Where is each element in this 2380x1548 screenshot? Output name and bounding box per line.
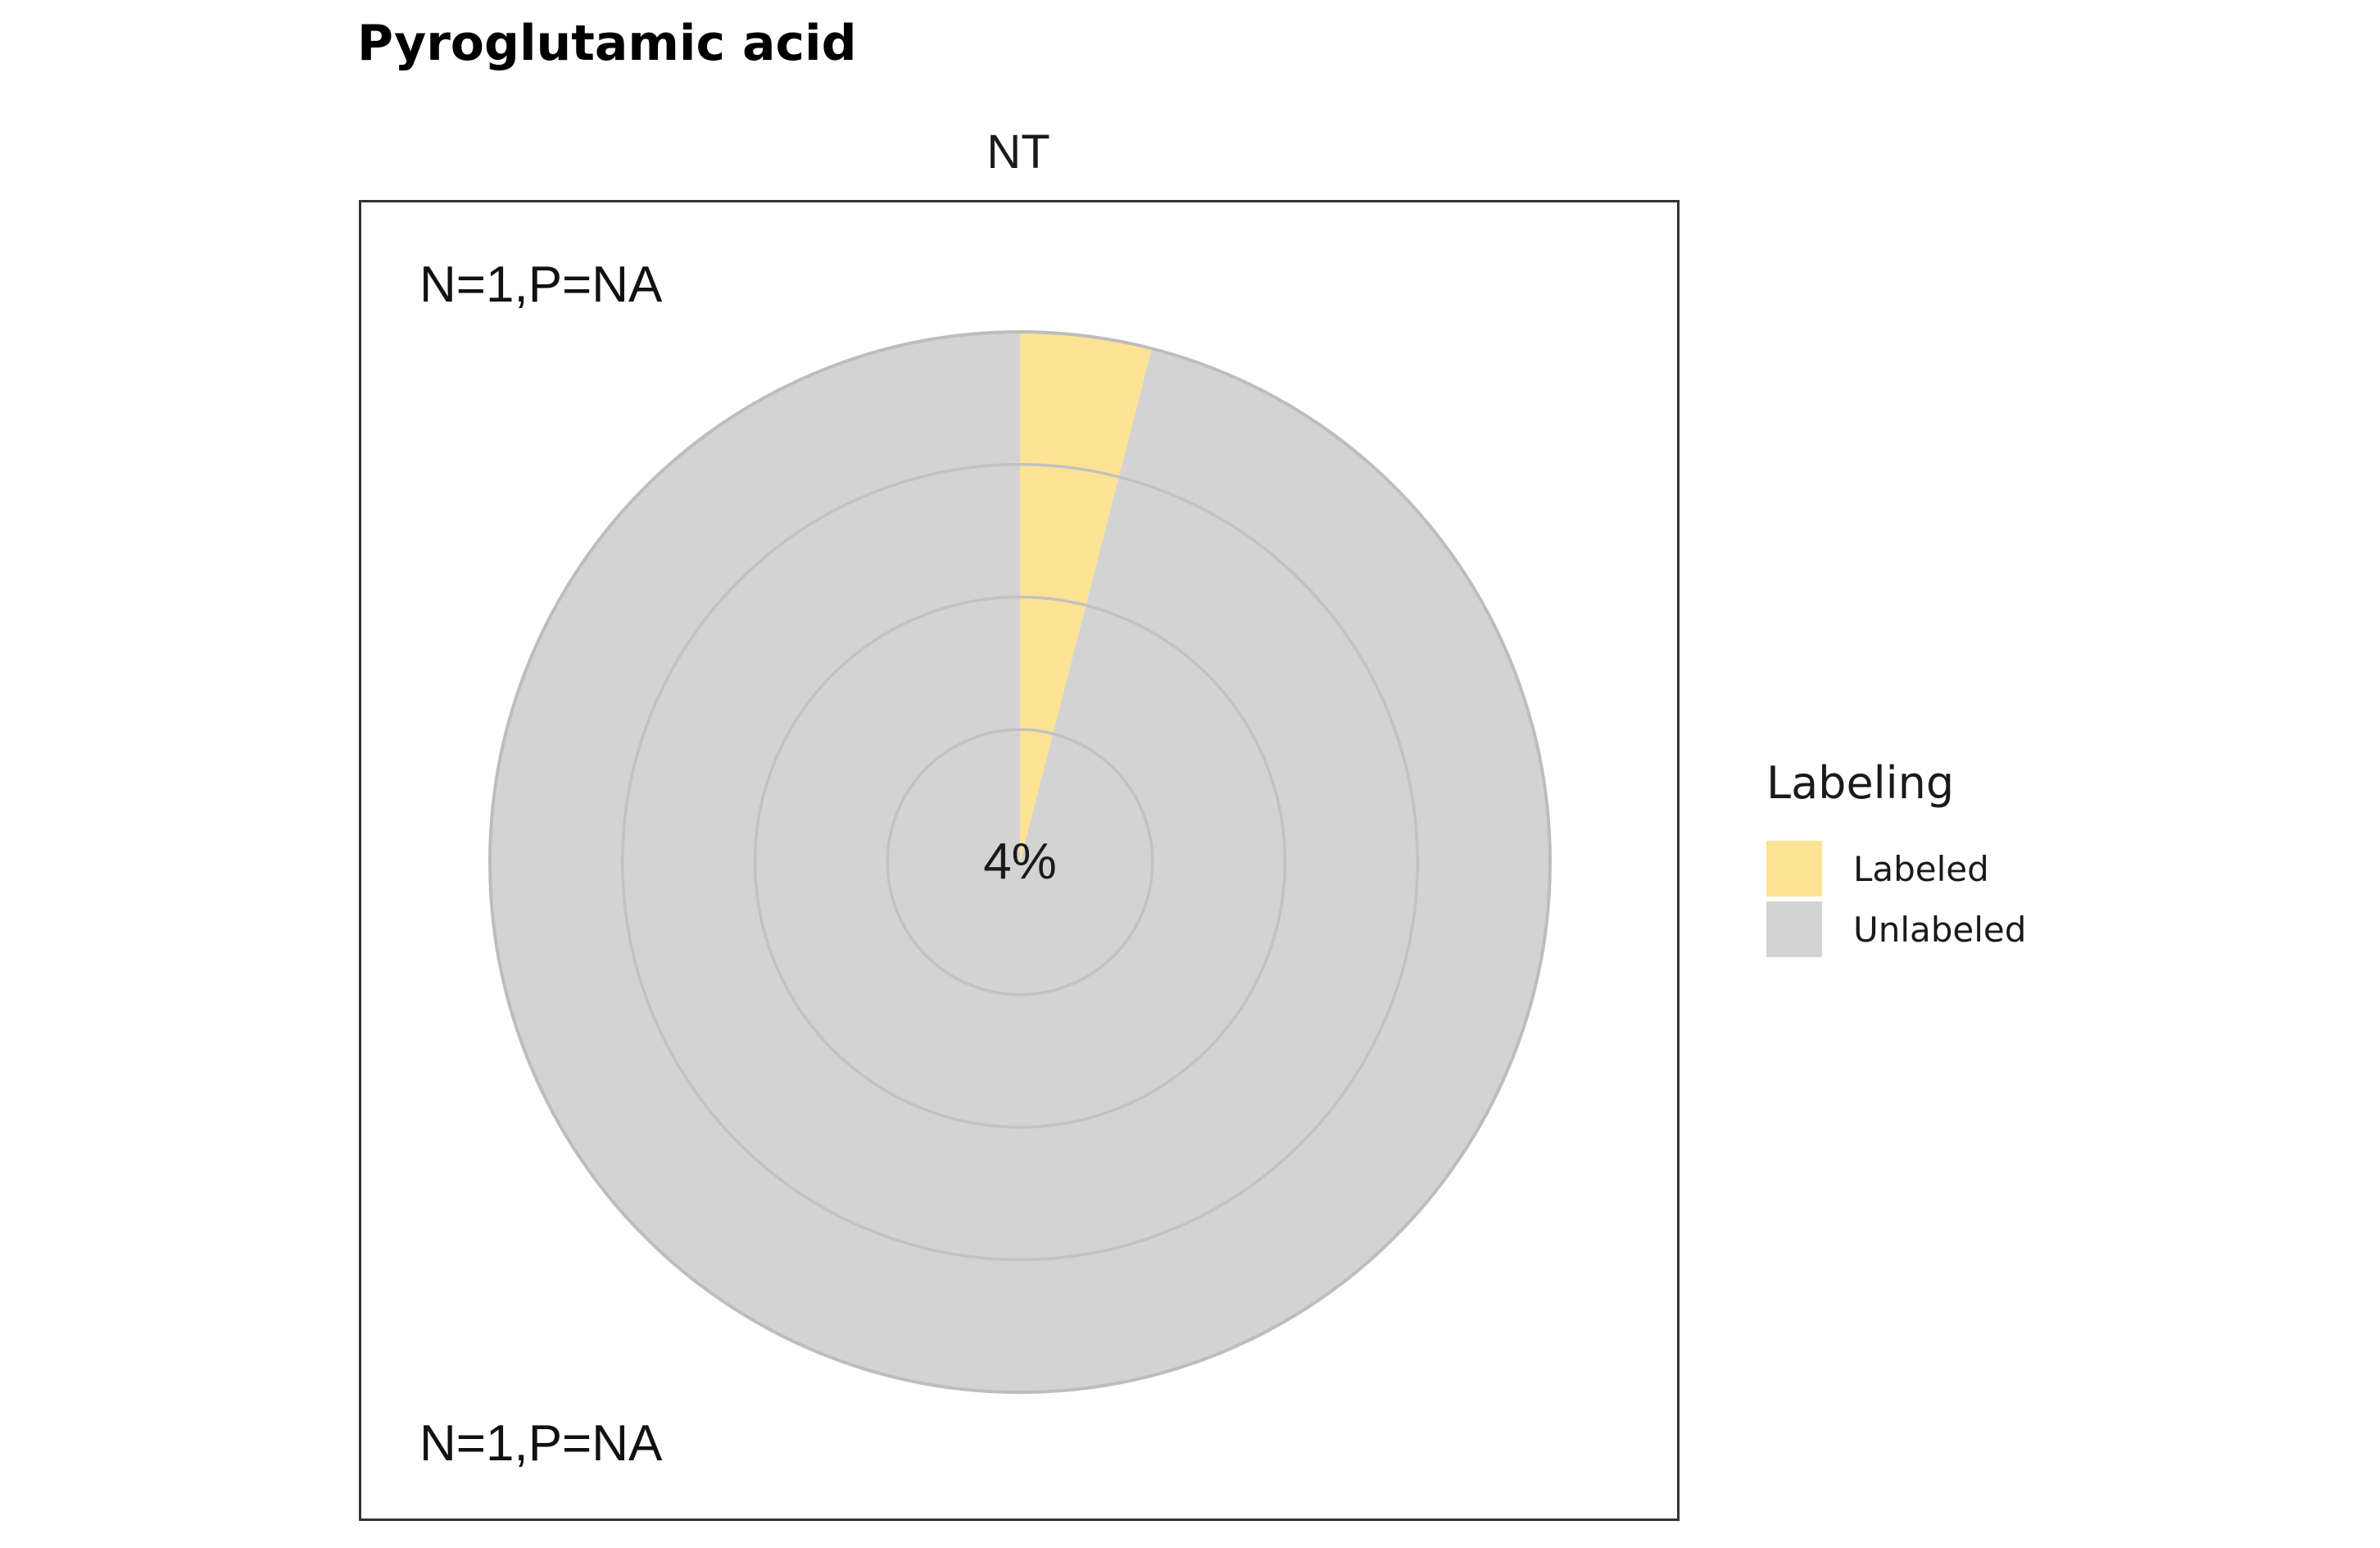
center-percent-label: 4% (983, 833, 1057, 890)
annotation-bottom: N=1,P=NA (419, 1415, 663, 1472)
grid-ring-4 (488, 330, 1552, 1394)
legend-label-unlabeled: Unlabeled (1853, 909, 2027, 950)
annotation-top: N=1,P=NA (419, 256, 663, 313)
grid-ring-1 (886, 728, 1154, 996)
chart-title: Pyroglutamic acid (357, 15, 857, 72)
legend-key-labeled (1766, 841, 1822, 897)
legend-title: Labeling (1766, 757, 1955, 809)
legend-key-unlabeled (1766, 901, 1822, 957)
grid-ring-3 (621, 463, 1419, 1261)
facet-label: NT (986, 125, 1050, 179)
legend-label-labeled: Labeled (1853, 848, 1989, 889)
grid-ring-2 (753, 595, 1287, 1129)
radial-grid (488, 330, 1552, 1394)
pie-slice-unlabeled (489, 332, 1550, 1393)
legend-item-labeled: Labeled (1766, 841, 1989, 897)
legend-item-unlabeled: Unlabeled (1766, 901, 2026, 957)
plot-panel (359, 200, 1680, 1521)
